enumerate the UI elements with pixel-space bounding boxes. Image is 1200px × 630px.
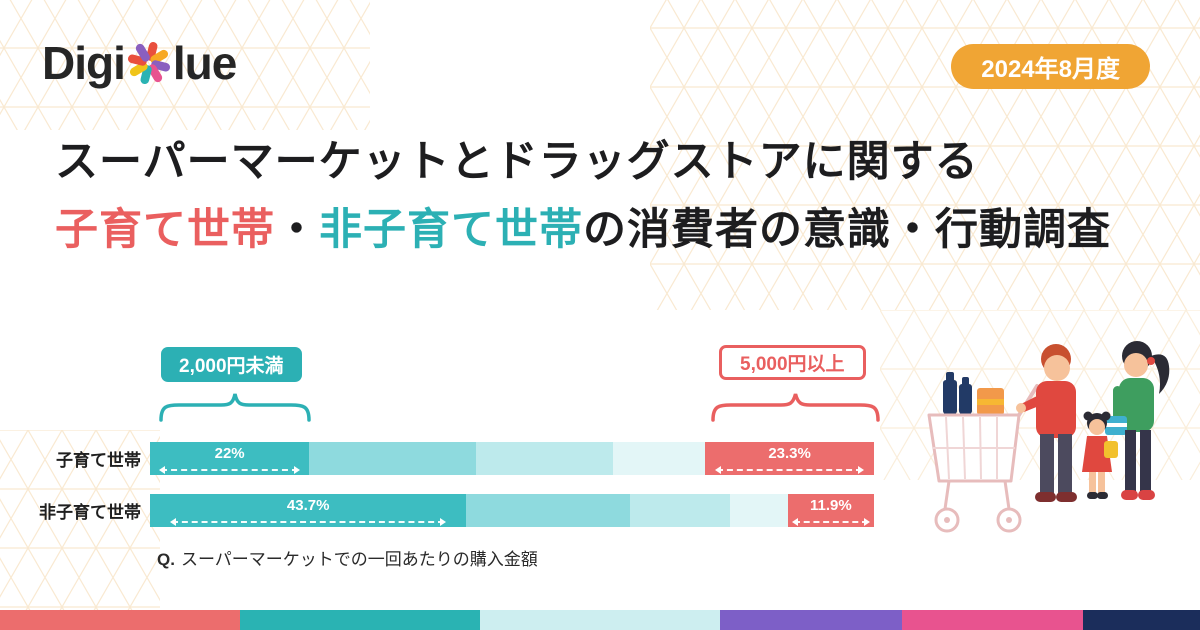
bar-segment: 43.7%: [150, 494, 467, 527]
dashed-span-arrow: [170, 516, 447, 526]
chart-question: Q. スーパーマーケットでの一回あたりの購入金額: [157, 545, 538, 570]
question-prefix: Q.: [157, 550, 175, 569]
brace-right-red: [711, 393, 880, 422]
stacked-bar-chart: 子育て世帯 22% 23.3% 非子育て世帯 43.7% 11.9%: [7, 442, 874, 546]
bar-segment: [475, 442, 614, 475]
period-badge: 2024年8月度: [951, 44, 1150, 89]
page-title: スーパーマーケットとドラッグストアに関する 子育て世帯・非子育て世帯の消費者の意…: [55, 128, 1111, 264]
title-line2: 子育て世帯・非子育て世帯の消費者の意識・行動調査: [55, 196, 1111, 264]
bar-segment: 22%: [150, 442, 310, 475]
asterisk-burst-icon: [127, 41, 170, 85]
segment-value-label: 43.7%: [286, 497, 330, 514]
row-category-label: 非子育て世帯: [39, 503, 141, 522]
dashed-span-arrow: [715, 464, 865, 474]
chart-row: 子育て世帯 22% 23.3%: [7, 442, 874, 475]
bar-segment: [466, 494, 630, 527]
segment-value-label: 22%: [214, 445, 245, 462]
footer-stripe-segment: [480, 610, 720, 630]
bar-segment: 23.3%: [705, 442, 874, 475]
chart-row: 非子育て世帯 43.7% 11.9%: [7, 494, 874, 527]
logo-text-prefix: Digi: [42, 37, 126, 89]
footer-stripe-segment: [720, 610, 902, 630]
title-line1: スーパーマーケットとドラッグストアに関する: [55, 138, 979, 186]
row-category-label: 子育て世帯: [56, 451, 141, 470]
footer-stripe-segment: [240, 610, 480, 630]
title-highlight-red: 子育て世帯: [55, 206, 275, 254]
footer-stripe-segment: [0, 610, 240, 630]
callout-over-5000yen: 5,000円以上: [719, 345, 866, 380]
bar-segment: [613, 442, 706, 475]
footer-stripe-segment: [1083, 610, 1200, 630]
family-shopping-illustration: [927, 341, 1170, 533]
bar-segment: 11.9%: [787, 494, 874, 527]
triangle-pattern-top-left: [0, 0, 370, 130]
callout-under-2000yen: 2,000円未満: [161, 347, 302, 382]
segment-value-label: 23.3%: [768, 445, 811, 462]
bar-segment: [629, 494, 730, 527]
digiclue-logo: Digi lue: [42, 36, 237, 90]
triangle-pattern-bottom-left: [0, 430, 160, 630]
bar-segment: [729, 494, 788, 527]
brace-left-teal: [159, 393, 311, 422]
footer-color-stripe: [0, 610, 1200, 630]
stacked-bar: 43.7% 11.9%: [150, 494, 874, 527]
footer-stripe-segment: [902, 610, 1083, 630]
title-highlight-teal: 非子育て世帯: [319, 206, 583, 254]
stacked-bar: 22% 23.3%: [150, 442, 874, 475]
logo-text-suffix: lue: [172, 37, 237, 89]
question-text: スーパーマーケットでの一回あたりの購入金額: [180, 550, 538, 569]
title-separator: ・: [275, 206, 319, 254]
dashed-span-arrow: [159, 464, 301, 474]
segment-value-label: 11.9%: [810, 497, 852, 514]
dashed-span-arrow: [791, 516, 870, 526]
bar-segment: [309, 442, 476, 475]
title-line2-rest: の消費者の意識・行動調査: [583, 206, 1111, 254]
